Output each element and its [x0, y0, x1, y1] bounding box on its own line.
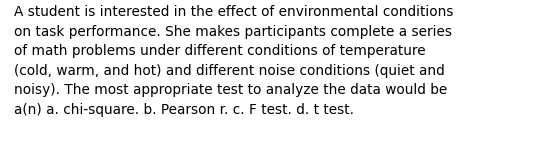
Text: A student is interested in the effect of environmental conditions
on task perfor: A student is interested in the effect of…: [14, 5, 454, 117]
